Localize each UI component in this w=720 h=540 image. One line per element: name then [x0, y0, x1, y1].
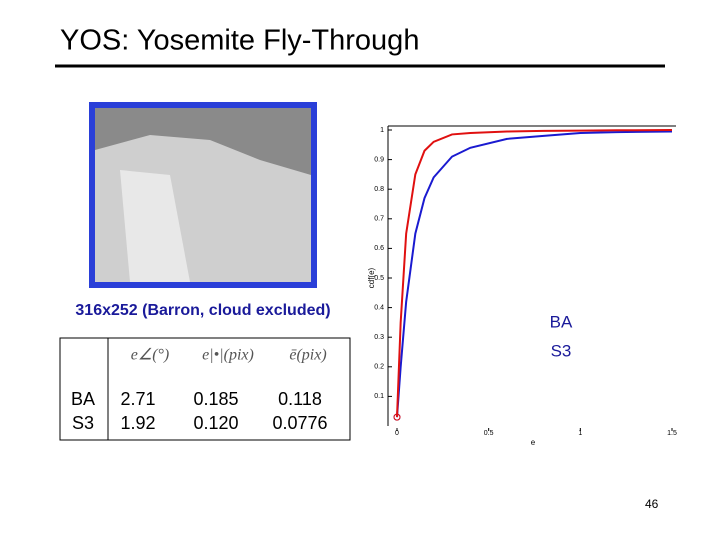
y-tick-label: 0.9	[374, 156, 384, 163]
y-axis-label: cdf(e)	[367, 267, 376, 288]
table-header: ē(pix)	[289, 347, 326, 364]
x-tick-label: 1	[578, 430, 582, 437]
page-number: 46	[645, 497, 659, 511]
x-tick-label: 1.5	[667, 430, 677, 437]
y-tick-label: 0.4	[374, 304, 384, 311]
x-axis-label: e	[531, 438, 536, 447]
y-tick-label: 0.5	[374, 275, 384, 282]
y-tick-label: 0.1	[374, 393, 384, 400]
y-tick-label: 0.2	[374, 364, 384, 371]
cdf-curve	[396, 130, 673, 418]
table-header: e∠(°)	[131, 347, 170, 364]
table-cell: BA	[71, 389, 95, 409]
legend-label: S3	[551, 341, 572, 360]
y-tick-label: 0.8	[374, 186, 384, 193]
table-cell: 0.120	[193, 413, 238, 433]
x-tick-label: 0	[395, 430, 399, 437]
y-tick-label: 0.3	[374, 334, 384, 341]
table-cell: 0.0776	[272, 413, 327, 433]
table-cell: S3	[72, 413, 94, 433]
cdf-curve	[396, 129, 673, 418]
legend-label: BA	[550, 312, 573, 331]
table-cell: 0.185	[193, 389, 238, 409]
table-cell: 0.118	[278, 389, 322, 409]
y-tick-label: 0.6	[374, 245, 384, 252]
table-cell: 2.71	[120, 389, 155, 409]
table-frame	[59, 337, 351, 441]
y-tick-label: 1	[380, 127, 384, 134]
y-tick-label: 0.7	[374, 216, 384, 223]
image-cliff	[120, 170, 190, 282]
table-cell: 1.92	[120, 413, 155, 433]
x-tick-label: 0.5	[484, 430, 494, 437]
start-marker	[393, 413, 401, 421]
table-header: e|•|(pix)	[202, 347, 254, 364]
image-caption: 316x252 (Barron, cloud excluded)	[75, 302, 330, 319]
slide-title: YOS: Yosemite Fly-Through	[60, 25, 419, 57]
